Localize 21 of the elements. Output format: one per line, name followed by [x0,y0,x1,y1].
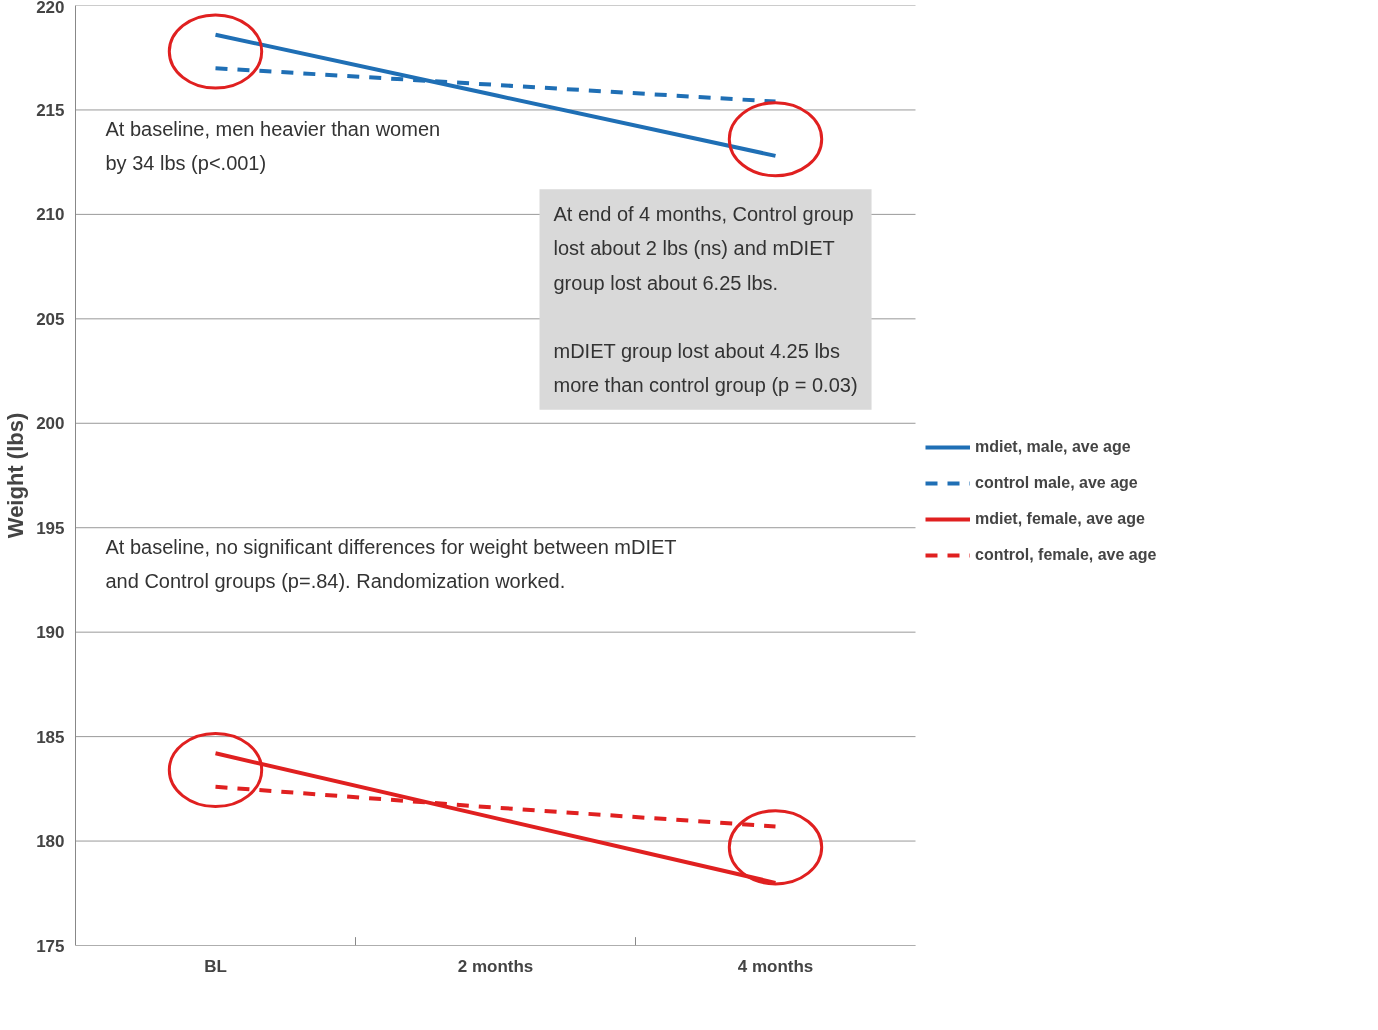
text: At end of 4 months, Control group lost about 2 lbs (ns) and mDIET group lost about 6.25 lbs. mDIET group lost about 4.25 lbs more than control group (p = 0.03) [553,203,858,396]
y-tick-label: 190 [36,623,65,643]
annotation: At baseline, no significant differences for weight between mDIET and Control groups (p=.84). Randomization worked. [105,536,677,593]
y-tick-label: 180 [36,832,65,852]
x-tick-label: BL [204,956,227,976]
y-axis-title: Weight (lbs) [3,412,29,539]
y-tick-label: 210 [36,205,65,225]
legend-label: control, female, ave age [975,546,1157,564]
y-tick-label: 200 [36,414,65,434]
x-tick-label: 4 months [737,956,814,976]
y-tick-label: 220 [36,0,65,17]
y-tick-label: 185 [36,727,65,747]
y-tick-label: 175 [36,936,65,956]
y-tick-label: 215 [36,100,65,120]
legend-label: mdiet, male, ave age [975,438,1131,456]
y-tick-label: 205 [36,309,65,329]
annotation: At baseline, men heavier than women by 34 lbs (p<.001) [105,118,441,175]
x-tick-label: 2 months [457,956,534,976]
legend-label: control male, ave age [975,474,1138,492]
legend-label: mdiet, female, ave age [975,510,1145,528]
y-tick-label: 195 [36,518,65,538]
